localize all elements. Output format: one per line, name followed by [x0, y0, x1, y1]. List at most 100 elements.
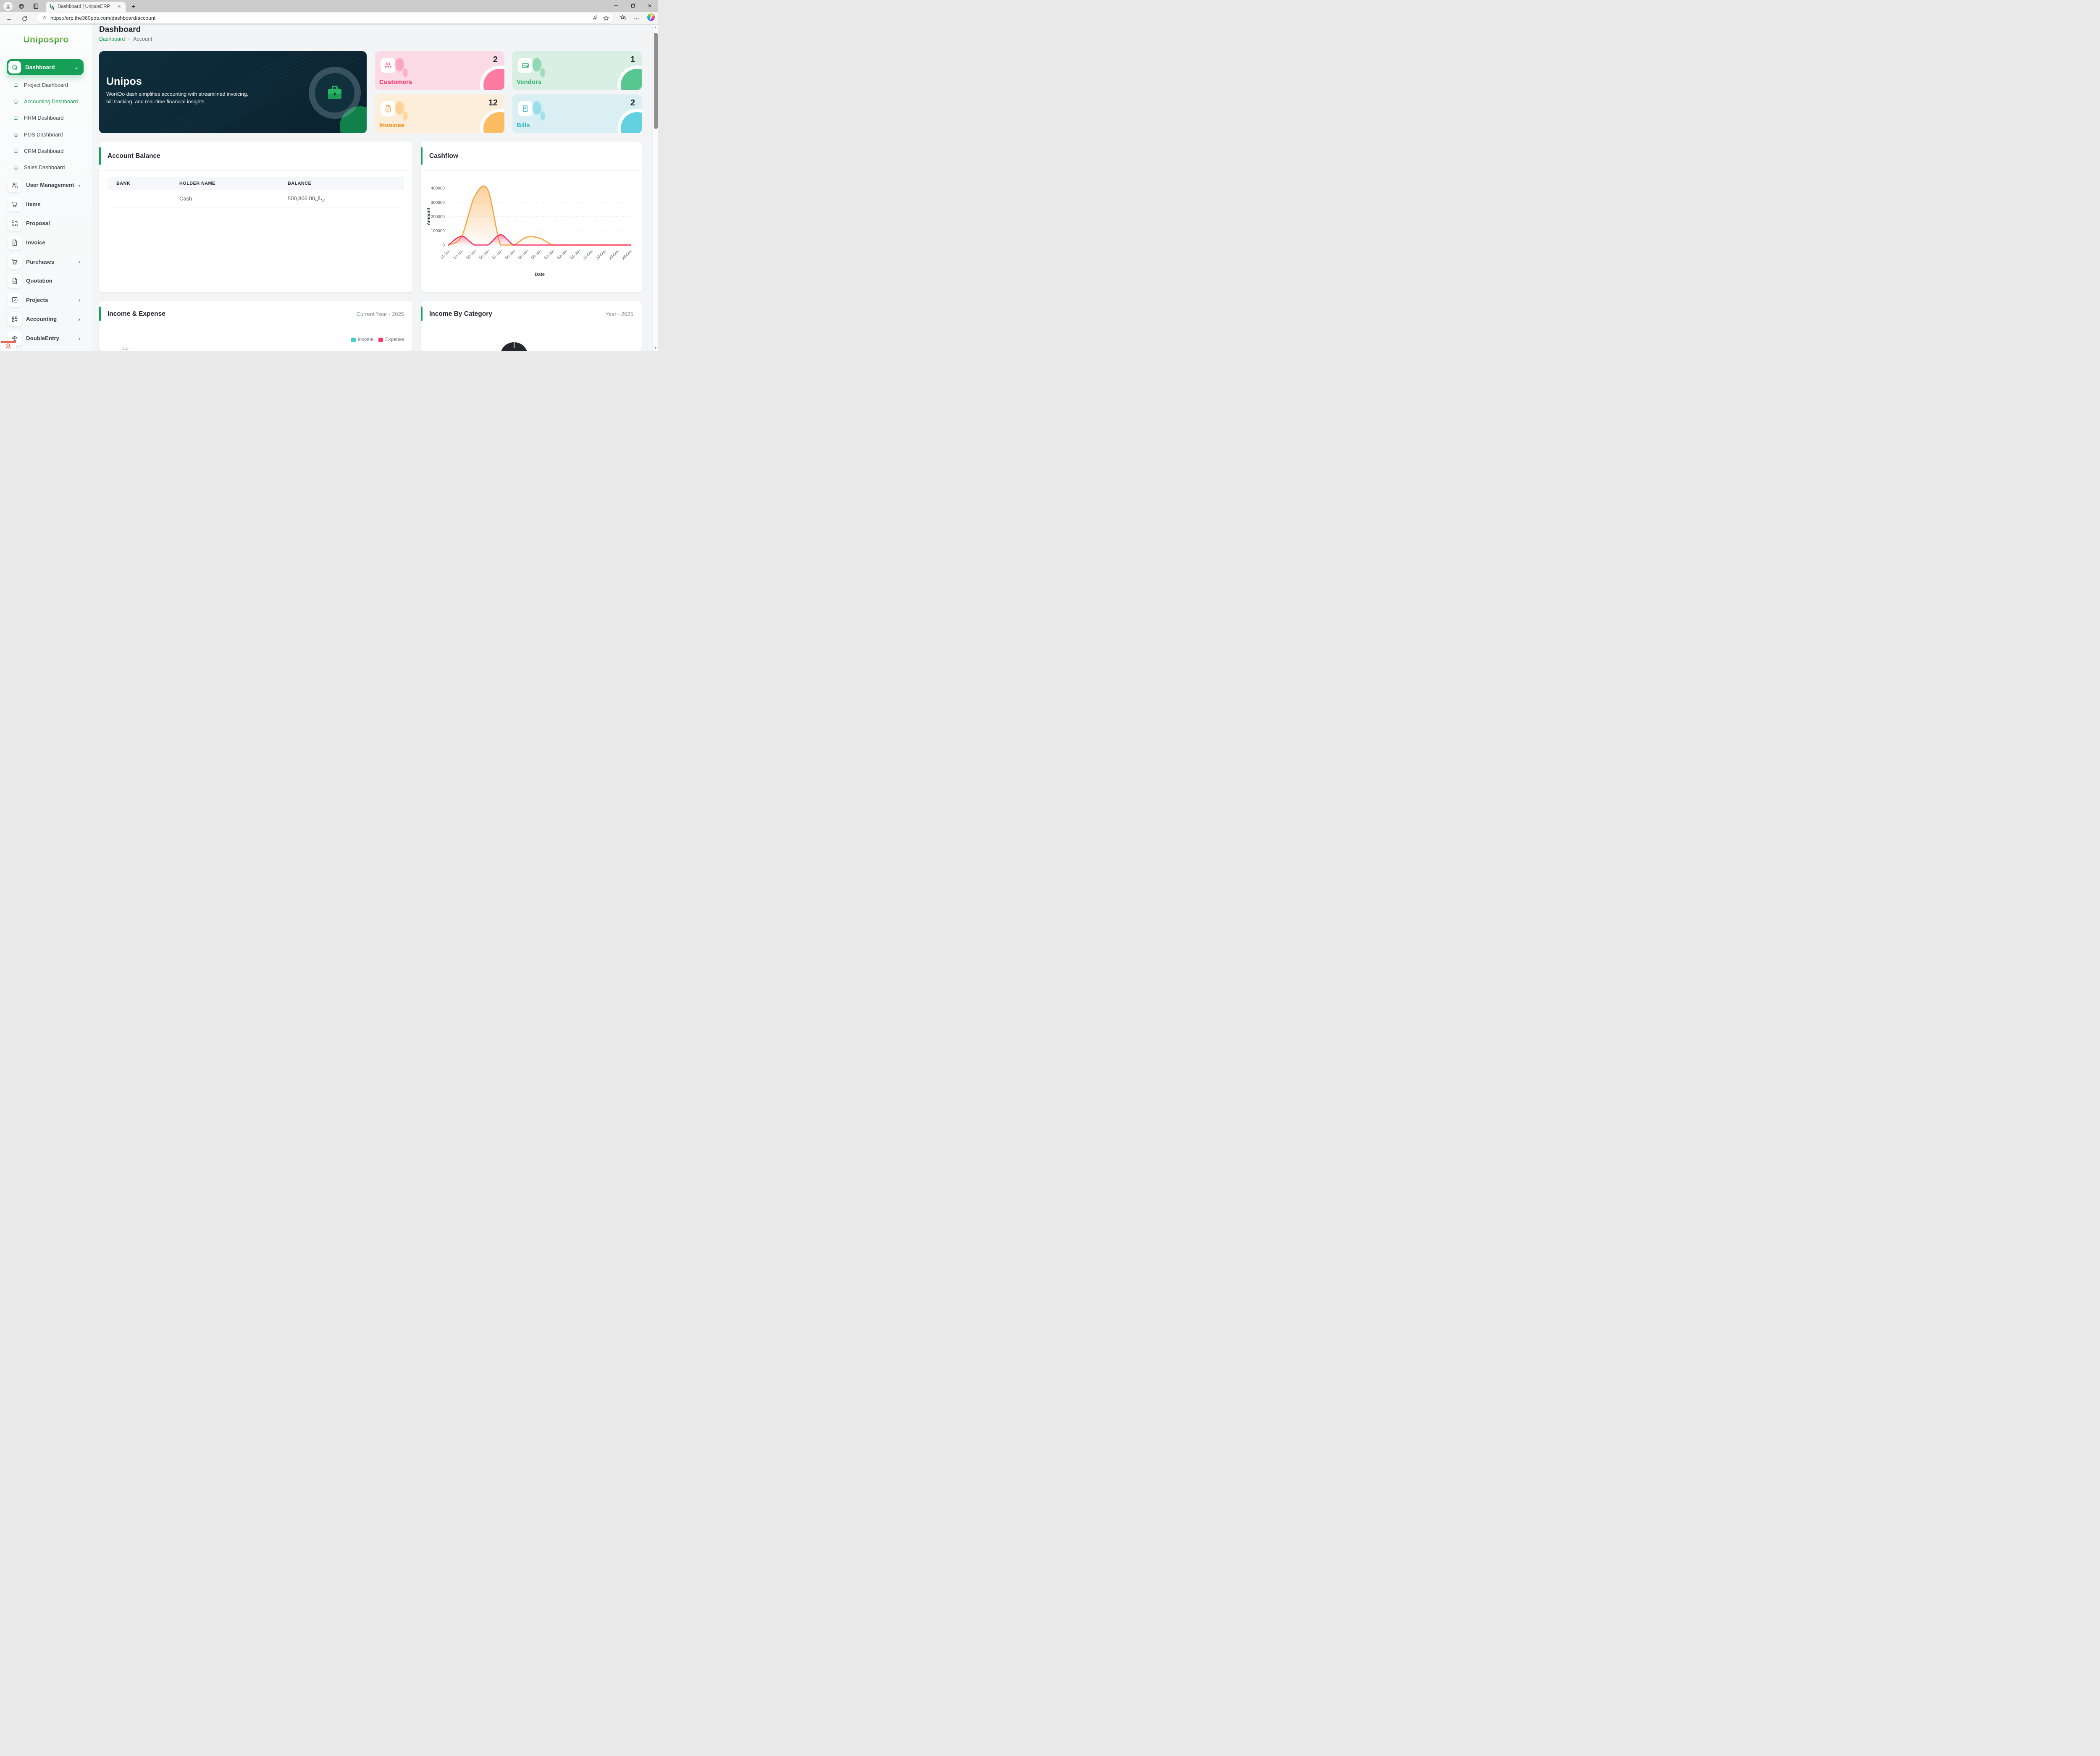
- category-pie-chart[interactable]: [500, 342, 528, 351]
- sidebar-subitem[interactable]: Sales Dashboard: [0, 159, 92, 176]
- laravel-icon: [5, 343, 11, 349]
- scroll-up-icon[interactable]: ▲: [654, 26, 657, 29]
- sidebar-item[interactable]: Quotation ›: [0, 271, 92, 291]
- sidebar-item[interactable]: Items ›: [0, 195, 92, 214]
- briefcase-icon: [328, 86, 341, 99]
- browser-tab[interactable]: Dashboard | UniposERP ✕: [46, 2, 126, 12]
- gridplus-icon: [11, 315, 18, 323]
- favorites-icon[interactable]: [620, 14, 627, 21]
- table-row[interactable]: Cash 500,806.00ريال: [108, 190, 404, 207]
- sidebar-subitem[interactable]: CRM Dashboard: [0, 143, 92, 159]
- card-title: Cashflow: [429, 152, 458, 160]
- page-scrollbar[interactable]: ▲ ▼: [652, 25, 658, 351]
- profile-avatar[interactable]: [3, 2, 13, 11]
- window-controls: ✕: [608, 0, 658, 12]
- svg-text:08-Jan: 08-Jan: [478, 249, 490, 260]
- svg-text:28-Dec: 28-Dec: [621, 249, 634, 261]
- card-accent-bar: [99, 307, 101, 321]
- stat-card-invoices[interactable]: 12 Invoices: [375, 94, 504, 133]
- income-by-category-card: Income By Category Year - 2025: [421, 301, 642, 351]
- read-aloud-icon[interactable]: A): [593, 15, 597, 21]
- sidebar-item[interactable]: Invoice ›: [0, 233, 92, 252]
- account-balance-card: Account Balance BANK HOLDER NAME BALANCE…: [99, 142, 412, 292]
- scroll-down-icon[interactable]: ▼: [654, 347, 657, 350]
- url-bar[interactable]: https://erp.the360pos.com/dashboard/acco…: [37, 13, 613, 23]
- home-icon: [8, 61, 21, 73]
- svg-text:02-Jan: 02-Jan: [556, 249, 568, 260]
- sidebar-item-dashboard[interactable]: Dashboard ⌄: [7, 59, 84, 75]
- stat-card-customers[interactable]: 2 Customers: [375, 51, 504, 90]
- stat-card-bills[interactable]: 2 Bills: [512, 94, 642, 133]
- legend-item-income[interactable]: Income: [351, 337, 373, 342]
- close-button[interactable]: ✕: [647, 3, 652, 9]
- minimize-button[interactable]: [608, 0, 625, 12]
- status-ring-icon: [14, 165, 18, 170]
- sidebar-item[interactable]: Proposal ›: [0, 214, 92, 233]
- stat-value: 2: [493, 55, 498, 64]
- breadcrumb-current: Account: [133, 36, 152, 42]
- sidebar-item[interactable]: Purchases ›: [0, 252, 92, 271]
- refresh-button[interactable]: [19, 13, 29, 24]
- url-text[interactable]: https://erp.the360pos.com/dashboard/acco…: [50, 15, 156, 21]
- sidebar-subitem[interactable]: POS Dashboard: [0, 126, 92, 143]
- sidebar-item-label: Invoice: [26, 239, 45, 246]
- account-balance-table: BANK HOLDER NAME BALANCE Cash 500,806.00…: [108, 177, 404, 207]
- decorative-oval: [395, 101, 404, 115]
- bookmark-star-icon[interactable]: [603, 15, 609, 21]
- cell-balance: 500,806.00ريال: [288, 195, 325, 202]
- svg-text:31-Dec: 31-Dec: [582, 249, 595, 261]
- sidebar-item[interactable]: Accounting ›: [0, 309, 92, 329]
- decorative-oval: [540, 111, 545, 121]
- back-button[interactable]: ←: [6, 15, 13, 22]
- sidebar-item-label: Dashboard: [25, 64, 55, 71]
- sidebar-item-label: Items: [26, 201, 41, 207]
- stat-card-vendors[interactable]: 1 Vendors: [512, 51, 642, 90]
- sidebar-subitem[interactable]: Project Dashboard: [0, 77, 92, 93]
- column-header-holder[interactable]: HOLDER NAME: [179, 181, 215, 186]
- legend-item-expense[interactable]: Expense: [378, 337, 404, 342]
- breadcrumb-link-dashboard[interactable]: Dashboard: [99, 36, 125, 42]
- new-tab-button[interactable]: +: [131, 3, 136, 10]
- sidebar-subitem-label: Sales Dashboard: [24, 165, 65, 171]
- svg-text:07-Jan: 07-Jan: [491, 249, 503, 260]
- restore-button[interactable]: [625, 0, 641, 12]
- column-header-bank[interactable]: BANK: [116, 181, 131, 186]
- scroll-thumb[interactable]: [654, 33, 658, 129]
- svg-text:06-Jan: 06-Jan: [504, 249, 516, 260]
- tab-actions-icon[interactable]: [31, 2, 40, 11]
- refresh-icon: [22, 16, 27, 21]
- sidebar-subitem[interactable]: HRM Dashboard: [0, 110, 92, 126]
- svg-text:10-Jan: 10-Jan: [452, 249, 464, 260]
- settings-ellipsis-icon[interactable]: …: [634, 14, 640, 21]
- sidebar-subitem[interactable]: Accounting Dashboard: [0, 93, 92, 110]
- proposal-icon: [11, 220, 18, 227]
- banner-title: Unipos: [106, 76, 142, 87]
- squarecheck-icon: [11, 296, 18, 304]
- cashflow-area-chart[interactable]: 0 100000 200000 300000 400000 11-Jan 10-Jan 09-…: [421, 171, 642, 292]
- column-header-balance[interactable]: BALANCE: [288, 181, 312, 186]
- sidebar-item-label: DoubleEntry: [26, 335, 60, 342]
- dashboard-submenu: Project Dashboard Accounting Dashboard H…: [0, 77, 92, 176]
- sidebar: Unipospro Dashboard ⌄ Project Dashboard …: [0, 25, 92, 351]
- svg-text:30-Dec: 30-Dec: [595, 249, 608, 261]
- income-expense-card: Income & Expense Current Year - 2025 Inc…: [99, 301, 412, 351]
- breadcrumb-separator-icon: ›: [128, 36, 130, 42]
- cart-icon: [11, 200, 18, 208]
- svg-text:Date: Date: [535, 272, 545, 277]
- svg-text:05-Jan: 05-Jan: [517, 249, 529, 260]
- workspaces-icon[interactable]: [17, 2, 26, 11]
- app-logo[interactable]: Unipospro: [0, 35, 92, 45]
- status-ring-icon: [14, 116, 18, 121]
- status-ring-icon: [14, 99, 18, 104]
- laravel-debugbar-toggle[interactable]: [1, 341, 16, 351]
- copilot-icon[interactable]: [647, 13, 655, 21]
- file-icon: [11, 239, 18, 246]
- sidebar-item[interactable]: User Management ›: [0, 176, 92, 195]
- lock-icon: [42, 16, 47, 21]
- briefcase-badge: [309, 67, 361, 119]
- close-tab-icon[interactable]: ✕: [117, 4, 121, 9]
- stat-label: Vendors: [517, 79, 542, 86]
- card-accent-bar: [421, 147, 423, 165]
- sidebar-menu: User Management › Items › Proposal: [0, 176, 92, 348]
- sidebar-item[interactable]: Projects ›: [0, 291, 92, 310]
